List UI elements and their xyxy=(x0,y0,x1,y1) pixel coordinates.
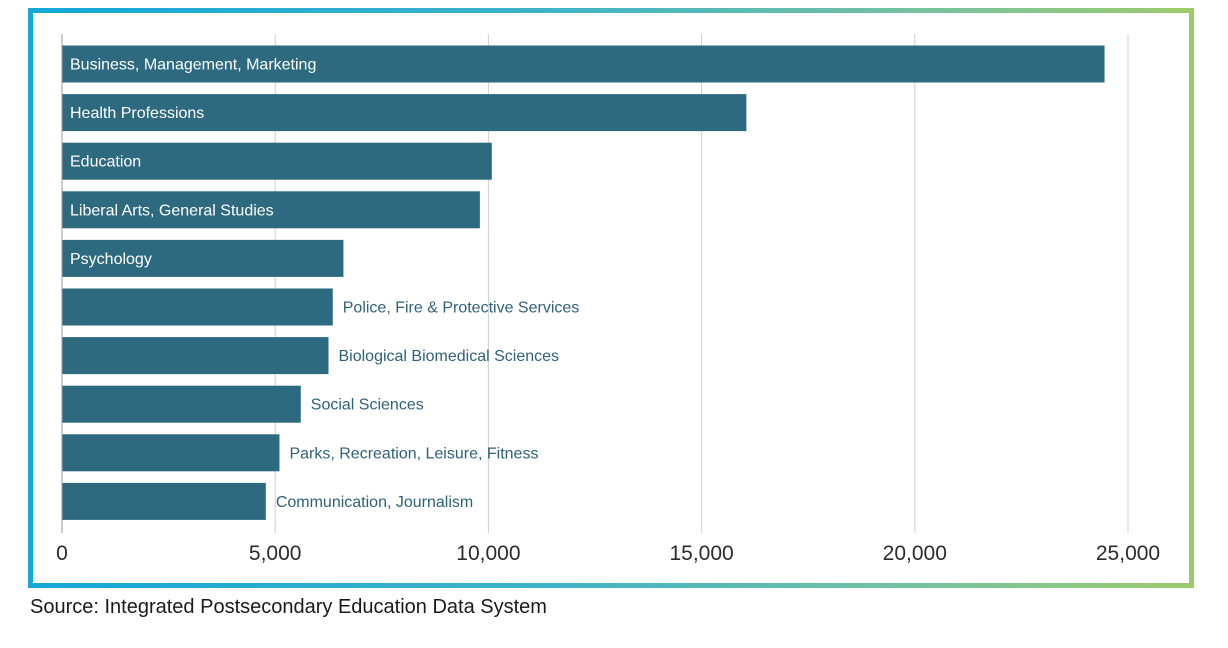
category-label: Liberal Arts, General Studies xyxy=(70,202,274,219)
bar xyxy=(62,94,747,132)
x-tick-label: 5,000 xyxy=(249,542,302,565)
bar xyxy=(62,482,266,520)
x-tick-label: 20,000 xyxy=(883,542,947,565)
category-label: Parks, Recreation, Leisure, Fitness xyxy=(289,445,538,462)
source-note: Source: Integrated Postsecondary Educati… xyxy=(30,596,547,618)
category-label: Business, Management, Marketing xyxy=(70,57,316,74)
x-tick-label: 25,000 xyxy=(1096,542,1160,565)
bar xyxy=(62,385,301,423)
bar xyxy=(62,239,344,277)
x-tick-label: 10,000 xyxy=(456,542,520,565)
category-label: Biological Biomedical Sciences xyxy=(339,348,560,365)
x-tick-label: 15,000 xyxy=(669,542,733,565)
category-label: Health Professions xyxy=(70,105,204,122)
bar xyxy=(62,45,1105,83)
bar xyxy=(62,434,280,472)
category-label: Communication, Journalism xyxy=(276,494,473,511)
bar xyxy=(62,288,333,326)
category-label: Social Sciences xyxy=(311,397,424,414)
bar xyxy=(62,337,329,375)
bar xyxy=(62,142,492,180)
category-label: Police, Fire & Protective Services xyxy=(343,300,580,317)
category-label: Psychology xyxy=(70,251,152,268)
bar xyxy=(62,191,480,229)
category-label: Education xyxy=(70,154,141,171)
x-tick-label: 0 xyxy=(56,542,68,565)
